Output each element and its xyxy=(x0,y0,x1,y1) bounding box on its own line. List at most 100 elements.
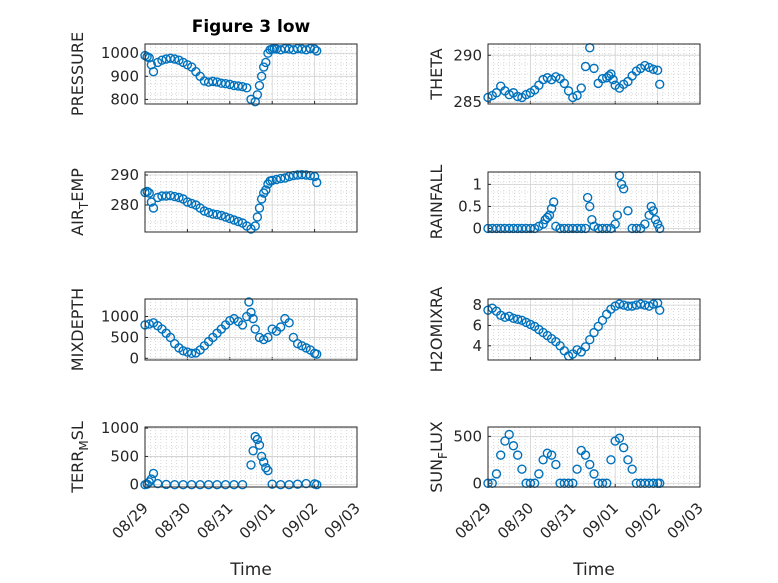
subplot-4: 0 0.5 1 RAINFALL xyxy=(427,165,701,239)
data-point xyxy=(203,207,214,218)
axes-frame xyxy=(144,171,358,233)
y-tick-label: 1000 xyxy=(101,44,139,62)
subplot-7: 0 500 1000 TERRMSL 08/29 08/30 08/31 09/01 09/02… xyxy=(68,419,364,542)
data-point xyxy=(538,455,548,465)
data-point xyxy=(220,212,231,222)
axes-frame xyxy=(487,43,701,105)
data-point xyxy=(250,324,260,334)
y-tick-label: 1000 xyxy=(101,419,139,437)
data-point xyxy=(271,174,282,185)
axes-frame xyxy=(144,426,358,488)
y-tick-label: 500 xyxy=(453,427,482,445)
data-point xyxy=(544,210,555,220)
figure-title: Figure 3 low xyxy=(192,17,311,37)
data-point xyxy=(589,63,599,74)
data-point xyxy=(512,450,523,460)
data-point xyxy=(491,88,502,98)
data-point xyxy=(612,210,623,220)
data-point xyxy=(623,455,633,465)
data-point xyxy=(225,79,235,90)
data-point xyxy=(178,346,188,356)
data-point xyxy=(500,436,510,446)
data-point xyxy=(146,197,157,207)
data-point xyxy=(237,81,248,92)
data-point xyxy=(652,219,663,229)
data-point xyxy=(237,320,248,330)
data-point xyxy=(301,170,311,180)
data-point xyxy=(146,474,157,484)
data-point xyxy=(542,448,553,458)
data-point xyxy=(165,190,176,201)
data-point xyxy=(248,313,258,324)
x-tick-label: 09/02 xyxy=(278,499,321,542)
data-point xyxy=(261,185,271,195)
data-point xyxy=(512,314,523,325)
data-point xyxy=(508,441,519,451)
data-point xyxy=(246,307,256,318)
data-point xyxy=(309,44,320,54)
data-point xyxy=(246,460,256,470)
data-point xyxy=(169,191,180,202)
y-tick-label: 0.5 xyxy=(458,197,482,215)
data-point xyxy=(229,215,239,225)
x-tick-label: 09/01 xyxy=(236,499,279,542)
data-point xyxy=(248,446,258,456)
data-point xyxy=(148,66,159,77)
x-axis-label-right: Time xyxy=(572,560,615,580)
data-point xyxy=(580,61,591,72)
x-tick-label: 08/30 xyxy=(151,499,194,542)
data-point xyxy=(655,305,665,315)
data-point xyxy=(256,194,267,204)
subplot-1: 800 900 1000 PRESSURE xyxy=(68,32,358,116)
x-tick-label: 09/02 xyxy=(621,499,664,542)
data-point xyxy=(582,192,593,203)
data-point xyxy=(233,216,243,227)
data-point xyxy=(538,219,548,229)
data-point xyxy=(491,469,502,479)
data-point xyxy=(652,65,663,75)
data-point xyxy=(220,78,231,89)
data-point xyxy=(648,64,659,75)
data-point xyxy=(312,480,322,490)
data-point xyxy=(254,440,265,450)
data-point xyxy=(250,431,260,442)
data-point xyxy=(597,315,608,326)
data-point xyxy=(182,197,193,207)
x-axis-label-left: Time xyxy=(229,560,272,580)
data-point xyxy=(648,299,659,309)
y-tick-label: 0 xyxy=(472,219,482,237)
data-point xyxy=(267,175,277,186)
data-point xyxy=(157,55,167,65)
data-point xyxy=(169,54,180,64)
y-axis-label: AIRTEMP xyxy=(68,168,91,236)
y-tick-label: 0 xyxy=(129,476,139,494)
data-point xyxy=(580,342,591,352)
data-point xyxy=(275,173,286,184)
data-point xyxy=(312,177,322,188)
data-point xyxy=(585,334,595,345)
data-point xyxy=(142,186,152,197)
data-point xyxy=(237,480,248,490)
data-point xyxy=(504,429,514,440)
y-tick-label: 900 xyxy=(110,67,139,85)
data-point xyxy=(508,313,519,324)
data-point xyxy=(252,90,263,100)
y-axis-label: TERRMSL xyxy=(68,421,91,494)
data-point xyxy=(559,346,570,356)
data-point xyxy=(263,332,273,343)
data-point xyxy=(627,464,637,474)
data-point xyxy=(244,297,254,307)
data-point xyxy=(250,221,260,231)
data-point xyxy=(593,321,603,332)
data-point xyxy=(568,92,578,103)
y-tick-label: 0 xyxy=(129,349,139,367)
data-point xyxy=(148,468,159,479)
data-point xyxy=(585,201,595,212)
data-point xyxy=(618,184,629,194)
data-point xyxy=(259,457,269,467)
data-point xyxy=(305,43,316,54)
data-point xyxy=(521,89,531,100)
data-point xyxy=(261,57,271,68)
y-axis-label: THETA xyxy=(427,48,446,100)
